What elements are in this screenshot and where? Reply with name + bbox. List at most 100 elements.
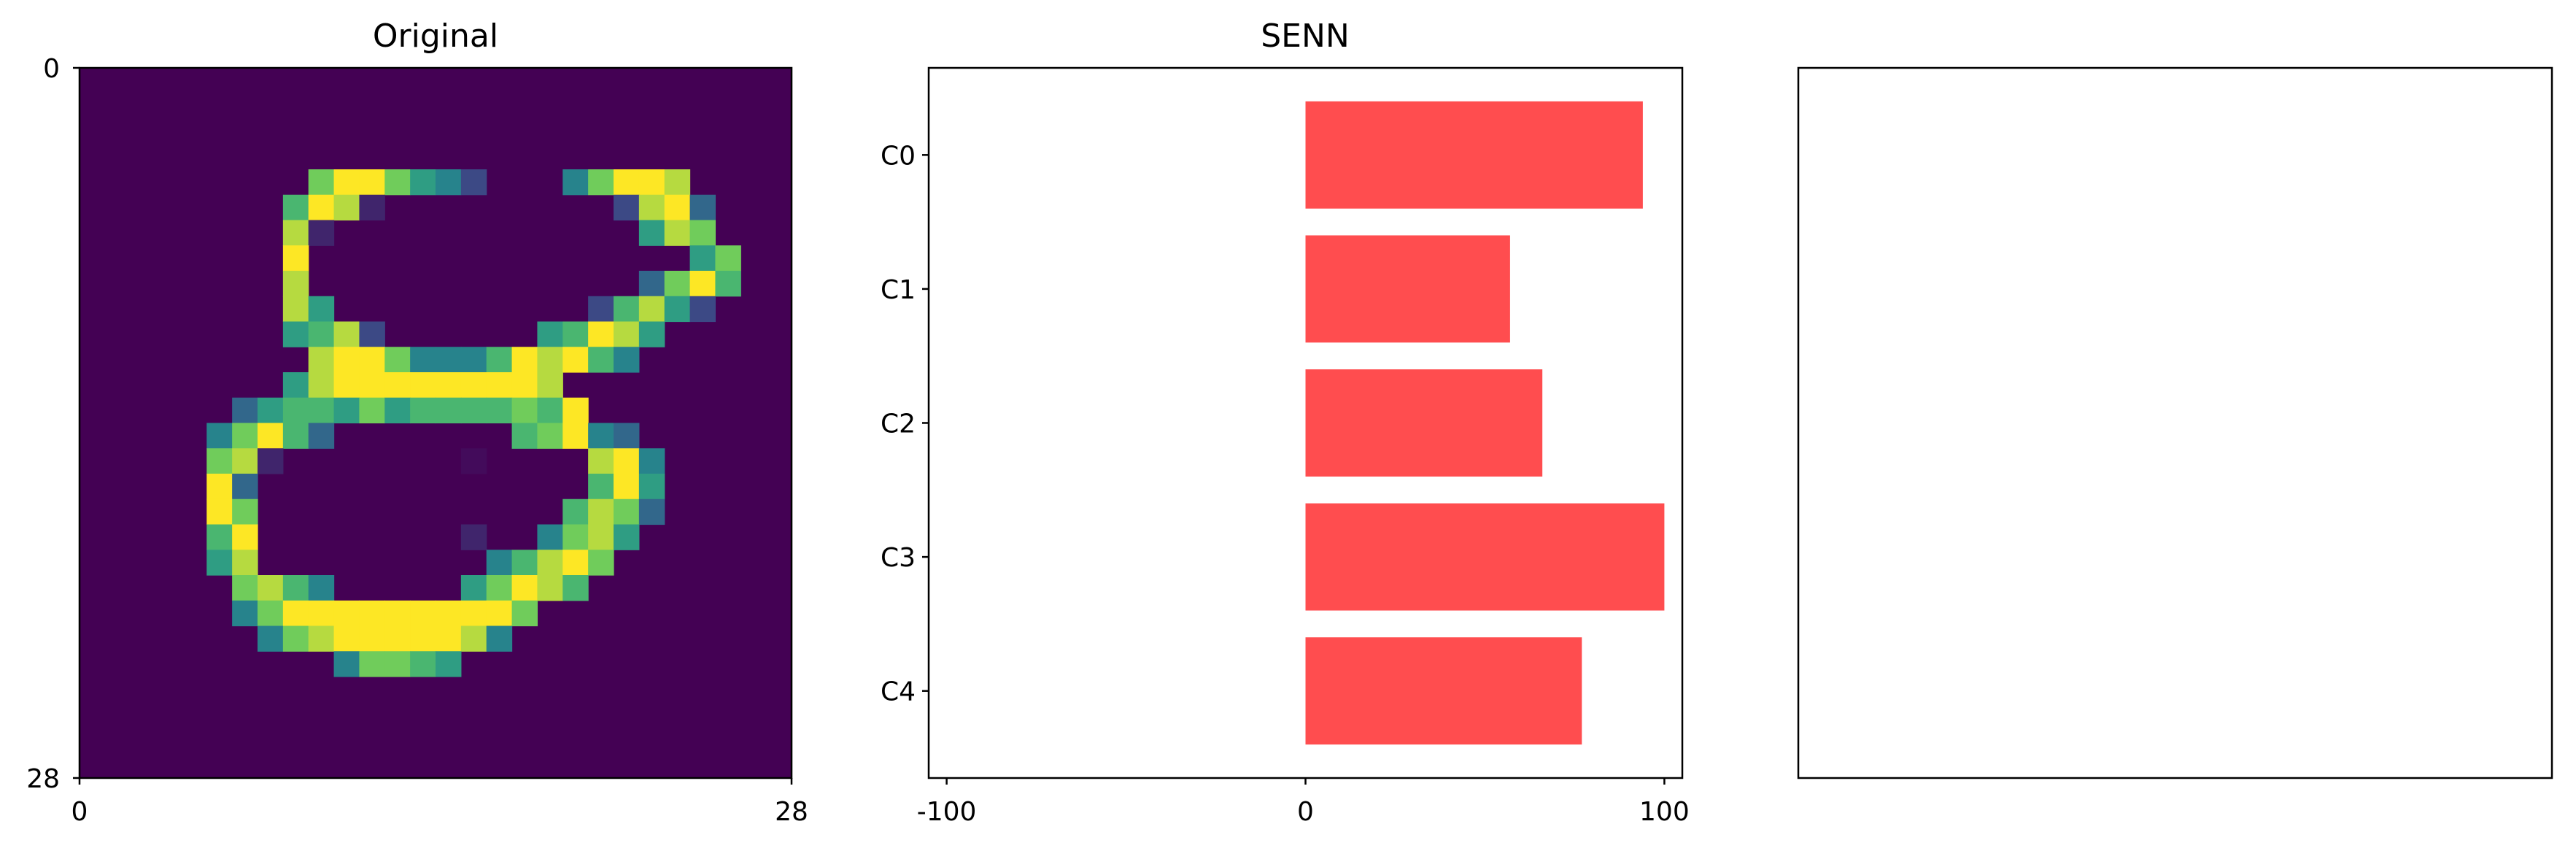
heatmap-cell (384, 372, 411, 398)
heatmap-cell (588, 423, 614, 449)
heatmap-cell (486, 575, 513, 601)
heatmap-cell (588, 498, 614, 525)
heatmap-cell (588, 524, 614, 550)
heatmap-cell (664, 220, 691, 246)
heatmap-cell (308, 372, 335, 398)
heatmap-cell (638, 169, 665, 196)
heatmap-cell (511, 372, 538, 398)
heatmap-cell (258, 575, 284, 601)
heatmap-cell (359, 194, 385, 221)
senn-panel: SENN C0 C1 C2 C3 C4 -100 0 100 (881, 18, 1690, 827)
heatmap-cell (308, 321, 335, 347)
senn-bar-c3 (1305, 503, 1665, 611)
heatmap-cell (562, 397, 589, 424)
heatmap-cell (588, 474, 614, 500)
heatmap-cell (232, 397, 258, 424)
heatmap-cell (460, 600, 487, 627)
heatmap-cell (258, 625, 284, 652)
heatmap-cell (308, 194, 335, 221)
heatmap-xtick-label-0: 0 (71, 797, 88, 827)
senn-ytick-label: C0 (881, 141, 916, 171)
heatmap-cell (460, 524, 487, 550)
heatmap-cell (460, 575, 487, 601)
heatmap-cell (460, 625, 487, 652)
heatmap-cell (308, 397, 335, 424)
heatmap-cell (638, 296, 665, 323)
heatmap-cell (308, 625, 335, 652)
heatmap-cell (333, 194, 360, 221)
heatmap-cell (258, 448, 284, 474)
heatmap-cell (333, 169, 360, 196)
heatmap-cell (614, 347, 640, 373)
empty-axes-frame (1797, 66, 2553, 779)
heatmap-cell (258, 423, 284, 449)
heatmap-cell (436, 347, 462, 373)
heatmap-cell (333, 397, 360, 424)
heatmap-cell (384, 651, 411, 677)
heatmap-cell (308, 600, 335, 627)
heatmap-cell (436, 169, 462, 196)
heatmap-cell (282, 575, 309, 601)
heatmap-cell (638, 194, 665, 221)
heatmap-cell (410, 347, 436, 373)
heatmap-cell (384, 397, 411, 424)
heatmap-cell (436, 397, 462, 424)
heatmap-cell (359, 169, 385, 196)
heatmap-cell (410, 372, 436, 398)
heatmap-cell (436, 372, 462, 398)
heatmap-cell (562, 498, 589, 525)
heatmap-cell (562, 550, 589, 576)
heatmap-cell (614, 169, 640, 196)
heatmap-cell (511, 575, 538, 601)
heatmap-cell (562, 575, 589, 601)
heatmap-ytick-label-28: 28 (26, 764, 60, 794)
heatmap-cell (232, 550, 258, 576)
heatmap-cell (486, 347, 513, 373)
heatmap-cell (282, 600, 309, 627)
heatmap-cell (715, 271, 741, 297)
heatmap-cell (614, 474, 640, 500)
heatmap-cell (638, 474, 665, 500)
heatmap-cell (460, 448, 487, 474)
heatmap-cell (436, 625, 462, 652)
heatmap-cell (359, 600, 385, 627)
heatmap-cell (232, 575, 258, 601)
heatmap-cell (537, 321, 563, 347)
heatmap-cell (588, 296, 614, 323)
heatmap-cell (486, 397, 513, 424)
heatmap-cell (258, 600, 284, 627)
heatmap-cell (384, 169, 411, 196)
heatmap-cell (460, 372, 487, 398)
heatmap-cell (384, 625, 411, 652)
senn-xtick-label: -100 (917, 797, 977, 827)
heatmap-cell (258, 397, 284, 424)
heatmap-cell (436, 600, 462, 627)
heatmap-cell (638, 448, 665, 474)
heatmap-cell (689, 220, 716, 246)
heatmap-cell (282, 271, 309, 297)
heatmap-cell (562, 423, 589, 449)
heatmap-cell (206, 524, 233, 550)
heatmap-cell (664, 169, 691, 196)
heatmap-cell (638, 271, 665, 297)
heatmap-cell (359, 372, 385, 398)
heatmap-cell (333, 321, 360, 347)
heatmap-cell (537, 524, 563, 550)
heatmap-cell (359, 651, 385, 677)
heatmap-cell (232, 474, 258, 500)
heatmap-cell (562, 321, 589, 347)
heatmap-cell (537, 372, 563, 398)
senn-xticks: -100 0 100 (917, 778, 1690, 827)
heatmap-cell (588, 169, 614, 196)
heatmap-cell (664, 194, 691, 221)
heatmap-cell (486, 600, 513, 627)
heatmap-cell (511, 423, 538, 449)
senn-ytick-label: C2 (881, 409, 916, 439)
heatmap-cell (282, 220, 309, 246)
heatmap-cell (384, 600, 411, 627)
heatmap-cell (384, 347, 411, 373)
heatmap-cell (282, 625, 309, 652)
heatmap-cell (359, 397, 385, 424)
heatmap-cell (410, 397, 436, 424)
heatmap-cell (206, 423, 233, 449)
